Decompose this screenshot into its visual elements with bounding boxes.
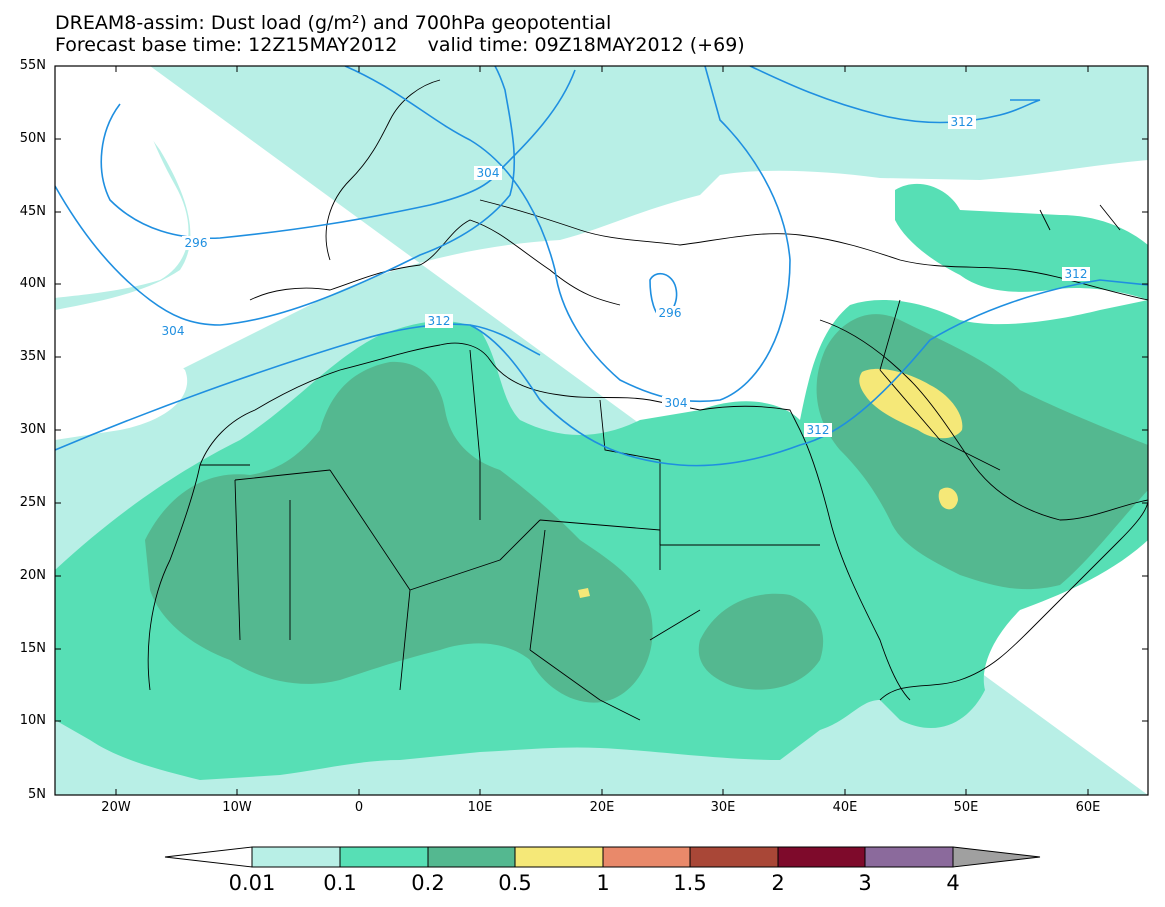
contour-label-304-west: 304: [159, 324, 187, 338]
colorbar-label: 0.1: [323, 871, 357, 895]
contour-label-304-north: 304: [474, 166, 502, 180]
lon-label: 60E: [1075, 800, 1101, 815]
lat-label: 45N: [19, 204, 46, 219]
lat-label: 25N: [19, 495, 46, 510]
colorbar-box-0: [251, 846, 341, 868]
svg-text:296: 296: [659, 306, 682, 320]
lon-label: 30E: [710, 800, 736, 815]
map-subtitle: Forecast base time: 12Z15MAY2012 valid t…: [55, 34, 745, 56]
lon-label: 10W: [222, 800, 252, 815]
map-title: DREAM8-assim: Dust load (g/m²) and 700hP…: [55, 12, 612, 34]
contour-label-304-east: 304: [662, 396, 690, 410]
svg-text:304: 304: [665, 396, 688, 410]
colorbar-label: 0.01: [228, 871, 276, 895]
coastlines: [147, 79, 1148, 721]
colorbar-box-6: [777, 846, 866, 868]
no-dust-atlantic: [55, 330, 188, 440]
lon-label: 20W: [101, 800, 131, 815]
contour-label-312-middle: 312: [804, 423, 832, 437]
colorbar-under-arrow: [164, 846, 253, 868]
colorbar-label: 2: [771, 871, 785, 895]
colorbar-box-2: [427, 846, 516, 868]
contour-label-296-west: 296: [182, 236, 210, 250]
lon-label: 50E: [953, 800, 979, 815]
no-dust-aegean: [615, 232, 716, 357]
lat-label: 10N: [19, 713, 46, 728]
axis-ticks: [55, 65, 1148, 795]
colorbar-box-4: [602, 846, 691, 868]
colorbar-label: 0.2: [411, 871, 445, 895]
colorbar-box-7: [864, 846, 954, 868]
colorbar-label: 1.5: [673, 871, 707, 895]
lat-label: 30N: [19, 422, 46, 437]
colorbar-label: 4: [946, 871, 960, 895]
colorbar-box-5: [689, 846, 779, 868]
svg-text:312: 312: [428, 314, 451, 328]
lat-label: 40N: [19, 276, 46, 291]
contour-labels: 296 304 312 304 312 312 296 304 312: [159, 115, 1090, 437]
lon-label: 10E: [467, 800, 493, 815]
colorbar-label: 1: [596, 871, 610, 895]
lon-label: 20E: [589, 800, 615, 815]
lat-label: 15N: [19, 641, 46, 656]
lon-label: 40E: [832, 800, 858, 815]
colorbar-box-3: [514, 846, 604, 868]
dust-level-0.5: [578, 368, 963, 598]
lat-label: 20N: [19, 568, 46, 583]
no-dust-west: [55, 66, 189, 298]
lat-label: 5N: [28, 787, 46, 802]
contour-label-312-west: 312: [425, 314, 453, 328]
svg-text:312: 312: [1065, 267, 1088, 281]
contour-label-312-northeast: 312: [948, 115, 976, 129]
svg-text:312: 312: [951, 115, 974, 129]
svg-text:312: 312: [807, 423, 830, 437]
lat-label: 50N: [19, 131, 46, 146]
contour-label-296-aegean: 296: [656, 306, 684, 320]
colorbar-label: 0.5: [498, 871, 532, 895]
colorbar-box-1: [339, 846, 429, 868]
contour-label-312-east: 312: [1062, 267, 1090, 281]
svg-text:304: 304: [162, 324, 185, 338]
svg-text:304: 304: [477, 166, 500, 180]
colorbar-over-arrow: [952, 846, 1041, 868]
svg-text:296: 296: [185, 236, 208, 250]
colorbar-label: 3: [858, 871, 872, 895]
lat-label: 55N: [19, 58, 46, 73]
lon-label: 0: [354, 800, 364, 815]
lat-label: 35N: [19, 349, 46, 364]
geopotential-contours: [55, 66, 1148, 467]
colorbar: [164, 846, 1041, 868]
